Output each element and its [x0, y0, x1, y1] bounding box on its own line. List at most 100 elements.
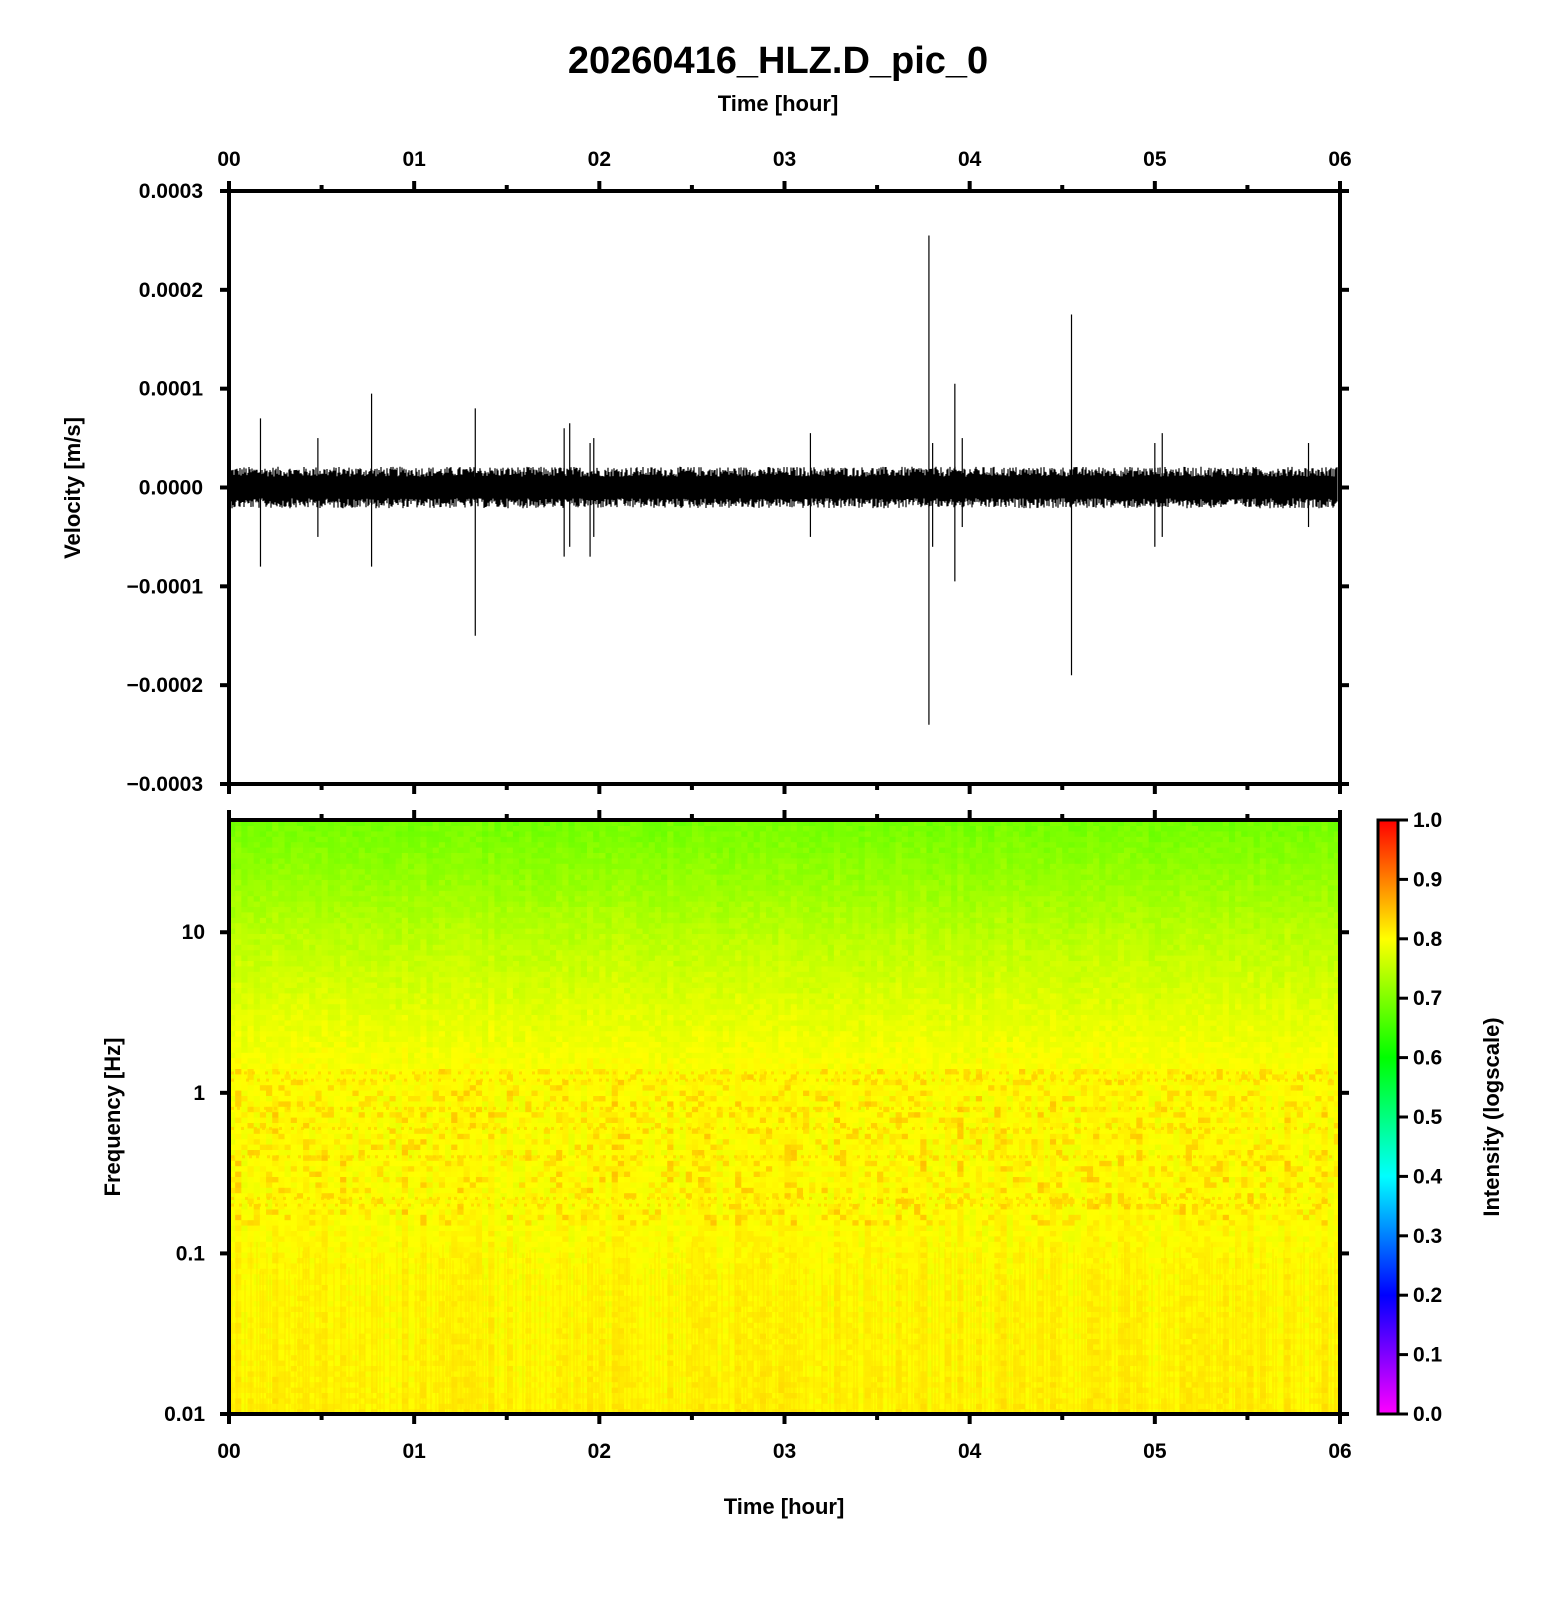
spectrogram-cell [821, 1349, 829, 1356]
spectrogram-cell [698, 1295, 705, 1302]
spectrogram-cell [407, 1408, 415, 1415]
spectrogram-cell [914, 1370, 921, 1377]
waveform-ticks: 00 01 02 03 04 05 060.00030.00020.00010.0000−0… [127, 148, 1352, 796]
spectrogram-cell [1105, 1408, 1113, 1415]
spectrogram-cell [735, 1268, 742, 1275]
spectrogram-cell [747, 1284, 755, 1291]
spectrogram-cell [426, 1381, 434, 1388]
spectrogram-cell [482, 1354, 489, 1361]
spectrogram-cell [525, 1370, 533, 1377]
spectrogram-cell [1198, 1311, 1205, 1318]
spectrogram-cell [1198, 1322, 1205, 1329]
spectrogram-cell [1235, 1387, 1242, 1393]
spectrogram-cell [1302, 1343, 1310, 1350]
spectrogram-cell [1062, 1311, 1070, 1318]
spectrogram-cell [574, 1338, 582, 1345]
spectrogram-cell [920, 1360, 928, 1366]
spectrogram-cell [1228, 1387, 1236, 1393]
spectrogram-cell [661, 1327, 668, 1334]
spectrogram-cell [284, 1397, 292, 1404]
spectrogram-cell [605, 1273, 613, 1280]
spectrogram-cell [759, 1289, 767, 1296]
spectrogram-cell [235, 1268, 242, 1275]
spectrogram-cell [1154, 1300, 1162, 1307]
spectrogram-cell [1253, 1408, 1261, 1415]
spectrogram-cell [889, 1370, 897, 1377]
spectrogram-cell [1296, 1365, 1304, 1372]
spectrogram-cell [488, 1279, 495, 1285]
spectrogram-cell [698, 1316, 705, 1323]
spectrogram-cell [1099, 1316, 1107, 1323]
spectrogram-cell [1191, 1295, 1199, 1302]
spectrogram-cell [710, 1279, 718, 1285]
spectrogram-cell [358, 1289, 366, 1296]
spectrogram-cell [667, 1279, 674, 1285]
spectrogram-cell [1210, 1381, 1218, 1388]
spectrogram-cell [451, 1403, 458, 1410]
spectrogram-cell [1154, 1376, 1162, 1383]
spectrogram-cell [451, 1354, 458, 1361]
spectrogram-cell [1099, 1376, 1107, 1383]
spectrogram-cell [630, 1387, 637, 1393]
spectrogram-cell [407, 1376, 415, 1383]
spectrogram-cell [685, 1333, 693, 1339]
spectrogram-cell [833, 1408, 841, 1415]
spectrogram-cell [654, 1392, 662, 1399]
spectrogram-cell [914, 1284, 921, 1291]
spectrogram-cell [920, 1268, 928, 1275]
spectrogram-cell [852, 1289, 860, 1296]
spectrogram-cell [574, 1360, 582, 1366]
spectrogram-cell [1265, 1300, 1273, 1307]
spectrogram-cell [667, 1333, 674, 1339]
spectrogram-cell [1025, 1268, 1032, 1275]
spectrogram-cell [914, 1300, 921, 1307]
top-x-tick-label: 02 [588, 148, 611, 171]
spectrogram-cell [358, 1306, 366, 1312]
spectrogram-cell [1117, 1295, 1125, 1302]
spectrogram-cell [593, 1289, 600, 1296]
spectrogram-cell [636, 1273, 644, 1280]
spectrogram-cell [364, 1376, 372, 1383]
spectrogram-cell [1259, 1354, 1267, 1361]
spectrogram-cell [944, 1279, 952, 1285]
spectrogram-cell [1265, 1397, 1273, 1404]
spectrogram-cell [827, 1333, 835, 1339]
spectrogram-cell [1191, 1349, 1199, 1356]
spectrogram-cell [901, 1306, 909, 1312]
spectrogram-cell [266, 1387, 273, 1393]
spectrogram-cell [543, 1397, 551, 1404]
spectrogram-cell [1321, 1284, 1329, 1291]
spectrogram-cell [747, 1381, 755, 1388]
spectrogram-cell [809, 1397, 816, 1404]
spectrogram-cell [642, 1349, 650, 1356]
spectrogram-cell [1142, 1365, 1150, 1372]
spectrogram-cell [741, 1295, 749, 1302]
spectrogram-cell [617, 1354, 625, 1361]
spectrogram-cell [562, 1343, 570, 1350]
spectrogram-cell [1130, 1268, 1137, 1275]
spectrogram-cell [728, 1322, 736, 1329]
spectrogram-cell [568, 1392, 576, 1399]
spectrogram-cell [568, 1268, 576, 1275]
spectrogram-cell [870, 1289, 878, 1296]
spectrogram-cell [488, 1387, 495, 1393]
spectrogram-cell [821, 1333, 829, 1339]
spectrogram-cell [482, 1370, 489, 1377]
spectrogram-cell [1198, 1333, 1205, 1339]
spectrogram-cell [1228, 1397, 1236, 1404]
spectrogram-cell [809, 1349, 816, 1356]
spectrogram-cell [290, 1354, 298, 1361]
spectrogram-cell [574, 1295, 582, 1302]
spectrogram-cell [667, 1311, 674, 1318]
spectrogram-cell [710, 1311, 718, 1318]
spectrogram-cell [679, 1306, 687, 1312]
spectrogram-cell [698, 1338, 705, 1345]
spectrogram-cell [593, 1311, 600, 1318]
spectrogram-cell [827, 1295, 835, 1302]
spectrogram-cell [272, 1295, 279, 1302]
spectrogram-cell [938, 1322, 946, 1329]
spectrogram-cell [673, 1268, 681, 1275]
spectrogram-cell [784, 1338, 792, 1345]
spectrogram-cell [1099, 1354, 1107, 1361]
spectrogram-cell [821, 1397, 829, 1404]
